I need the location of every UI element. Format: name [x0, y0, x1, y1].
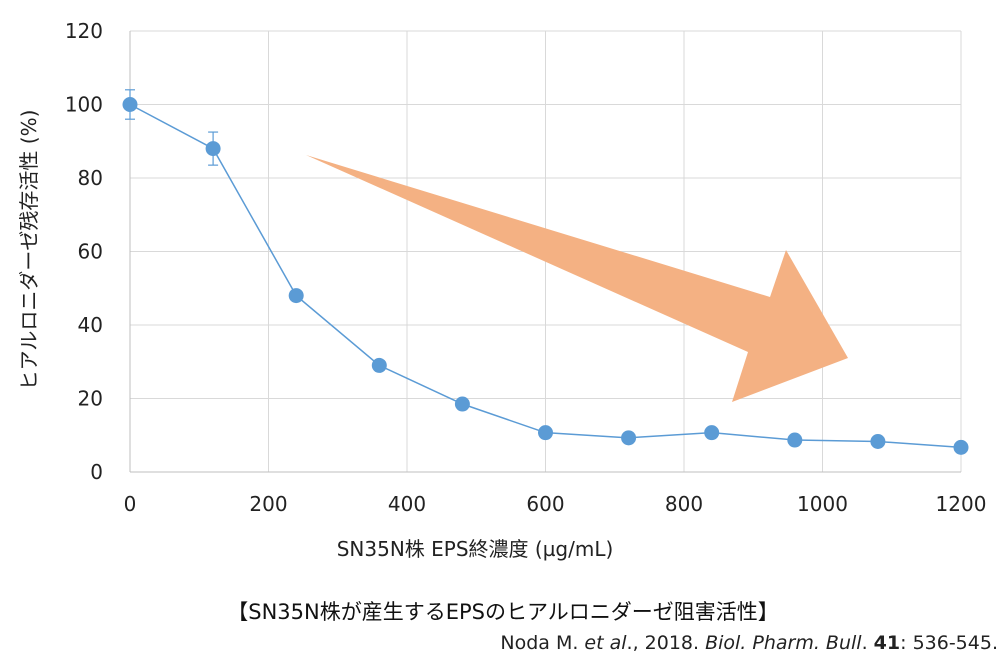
grid [130, 30, 962, 472]
data-point [288, 288, 304, 304]
data-point [538, 425, 553, 441]
trend-arrow [306, 155, 848, 402]
x-tick-label: 200 [249, 492, 287, 516]
y-tick-label: 100 [65, 93, 103, 117]
y-tick-label: 20 [78, 387, 103, 411]
x-tick-label: 1000 [797, 492, 848, 516]
data-point [205, 141, 221, 157]
citation-etal: et al [584, 632, 627, 654]
data-point [122, 97, 138, 112]
data-point [870, 433, 886, 449]
citation-volume: 41 [873, 632, 901, 654]
data-point [454, 396, 470, 412]
data-point [787, 432, 803, 448]
citation: Noda M. et al., 2018. Biol. Pharm. Bull.… [500, 632, 998, 654]
figure-caption: 【SN35N株が産生するEPSのヒアルロニダーゼ阻害活性】 [227, 600, 779, 624]
x-tick-label: 1200 [936, 492, 987, 516]
citation-year: ., 2018. [626, 632, 706, 654]
x-tick-label: 400 [388, 492, 426, 516]
y-axis-label: ヒアルロニダーゼ残存活性 (%) [17, 110, 41, 391]
y-tick-label: 40 [78, 313, 103, 337]
y-tick-label: 60 [78, 240, 103, 264]
citation-sep: . [861, 632, 874, 654]
data-point [704, 425, 720, 441]
citation-authors: Noda M. [500, 632, 585, 654]
y-tick-label: 120 [65, 19, 103, 43]
y-tick-label: 80 [78, 166, 103, 190]
x-axis-label: SN35N株 EPS終濃度 (µg/mL) [337, 537, 614, 561]
x-tick-label: 800 [665, 492, 703, 516]
x-tick-label: 600 [526, 492, 564, 516]
data-series [122, 89, 969, 455]
y-tick-label: 0 [90, 460, 103, 484]
citation-pages: : 536-545. [900, 632, 998, 654]
x-tick-label: 0 [124, 492, 137, 516]
data-point [621, 430, 637, 446]
data-point [953, 439, 969, 455]
data-point [371, 357, 387, 373]
citation-journal: Biol. Pharm. Bull [705, 632, 862, 654]
